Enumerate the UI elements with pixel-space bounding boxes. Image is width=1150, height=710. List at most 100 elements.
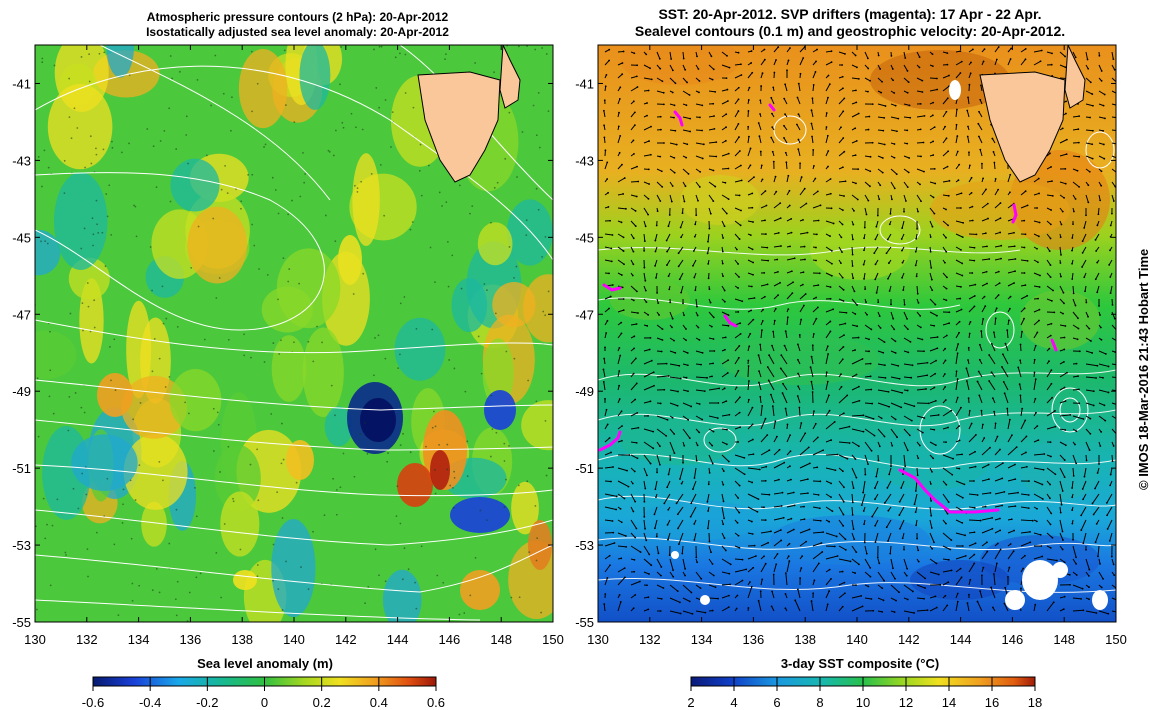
velocity-arrow — [851, 400, 860, 404]
arrow-head — [853, 290, 856, 293]
velocity-arrow — [604, 493, 617, 497]
velocity-arrow — [1072, 415, 1084, 420]
arrow-head — [708, 540, 711, 543]
cloud-patch — [700, 595, 710, 605]
arrow-head — [786, 423, 789, 426]
velocity-arrow — [978, 136, 983, 144]
velocity-arrow — [669, 558, 674, 571]
velocity-arrow — [877, 389, 889, 393]
velocity-arrow — [1059, 298, 1065, 304]
velocity-arrow — [734, 123, 739, 131]
arrow-head — [969, 320, 972, 323]
arrow-head — [989, 446, 991, 449]
velocity-arrow — [760, 205, 767, 209]
velocity-arrow — [929, 558, 937, 564]
velocity-arrow — [630, 311, 639, 314]
arrow-head — [851, 253, 854, 256]
arrow-head — [1096, 224, 1099, 227]
arrow-head — [632, 607, 635, 610]
velocity-arrow — [1033, 320, 1040, 326]
velocity-arrow — [770, 97, 775, 105]
velocity-arrow — [669, 597, 681, 603]
velocity-arrow — [643, 558, 652, 566]
stipple-dot — [108, 184, 111, 187]
arrow-head — [1091, 143, 1094, 146]
velocity-arrow — [1085, 142, 1093, 145]
colorbar-tick-label: 2 — [687, 695, 694, 710]
arrow-head — [792, 491, 795, 494]
arrow-head — [763, 48, 766, 51]
velocity-arrow — [708, 64, 715, 70]
stipple-dot — [429, 246, 432, 249]
stipple-dot — [231, 96, 233, 99]
arrow-head — [945, 299, 948, 302]
arrow-head — [1074, 443, 1076, 446]
arrow-head — [771, 150, 774, 153]
stipple-dot — [205, 154, 208, 157]
arrow-head — [749, 332, 752, 335]
arrow-head — [1050, 209, 1053, 211]
stipple-dot — [458, 184, 461, 187]
velocity-arrow — [796, 124, 801, 131]
arrow-head — [892, 317, 895, 320]
arrow-head — [887, 262, 890, 264]
stipple-dot — [384, 357, 387, 360]
stipple-dot — [95, 153, 98, 156]
stipple-dot — [256, 82, 259, 85]
stipple-dot — [537, 208, 540, 211]
arrow-head — [758, 468, 761, 471]
arrow-head — [956, 352, 959, 355]
arrow-head — [965, 367, 968, 370]
arrow-head — [930, 266, 933, 269]
arrow-head — [712, 169, 715, 172]
lon-tick-label: 130 — [24, 632, 46, 647]
arrow-head — [811, 344, 814, 347]
arrow-head — [764, 417, 767, 420]
arrow-head — [815, 246, 817, 249]
stipple-dot — [251, 223, 254, 226]
velocity-arrow — [942, 194, 949, 197]
arrow-head — [679, 226, 682, 229]
lon-tick-label: 136 — [743, 632, 765, 647]
arrow-head — [679, 601, 681, 604]
stipple-dot — [394, 56, 397, 59]
velocity-arrow — [929, 414, 939, 417]
arrow-head — [946, 63, 949, 66]
arrow-head — [617, 125, 620, 128]
arrow-head — [757, 354, 760, 357]
velocity-arrow — [760, 59, 766, 66]
arrow-head — [608, 48, 611, 51]
stipple-dot — [251, 173, 254, 176]
stipple-dot — [73, 107, 76, 110]
stipple-dot — [149, 246, 152, 248]
arrow-head — [833, 421, 836, 423]
arrow-head — [1122, 365, 1124, 367]
stipple-dot — [386, 460, 389, 463]
arrow-head — [1092, 104, 1094, 107]
arrow-head — [958, 439, 961, 442]
velocity-arrow — [981, 517, 993, 521]
arrow-head — [842, 500, 845, 503]
arrow-head — [603, 603, 606, 605]
arrow-head — [979, 148, 982, 151]
arrow-head — [1039, 60, 1042, 63]
arrow-head — [947, 558, 950, 561]
stipple-dot — [120, 151, 123, 154]
arrow-head — [674, 129, 677, 132]
velocity-arrow — [955, 72, 961, 79]
stipple-dot — [471, 205, 474, 207]
arrow-head — [973, 305, 976, 308]
arrow-head — [761, 404, 764, 407]
arrow-head — [654, 264, 656, 267]
velocity-arrow — [877, 363, 885, 366]
velocity-arrow — [747, 567, 754, 573]
arrow-head — [1078, 155, 1081, 158]
arrow-head — [671, 326, 673, 329]
arrow-head — [1104, 117, 1106, 120]
stipple-dot — [83, 227, 86, 230]
arrow-head — [772, 86, 775, 89]
stipple-dot — [151, 289, 153, 292]
arrow-head — [993, 161, 996, 164]
arrow-head — [1024, 284, 1027, 287]
velocity-arrow — [1072, 285, 1075, 294]
